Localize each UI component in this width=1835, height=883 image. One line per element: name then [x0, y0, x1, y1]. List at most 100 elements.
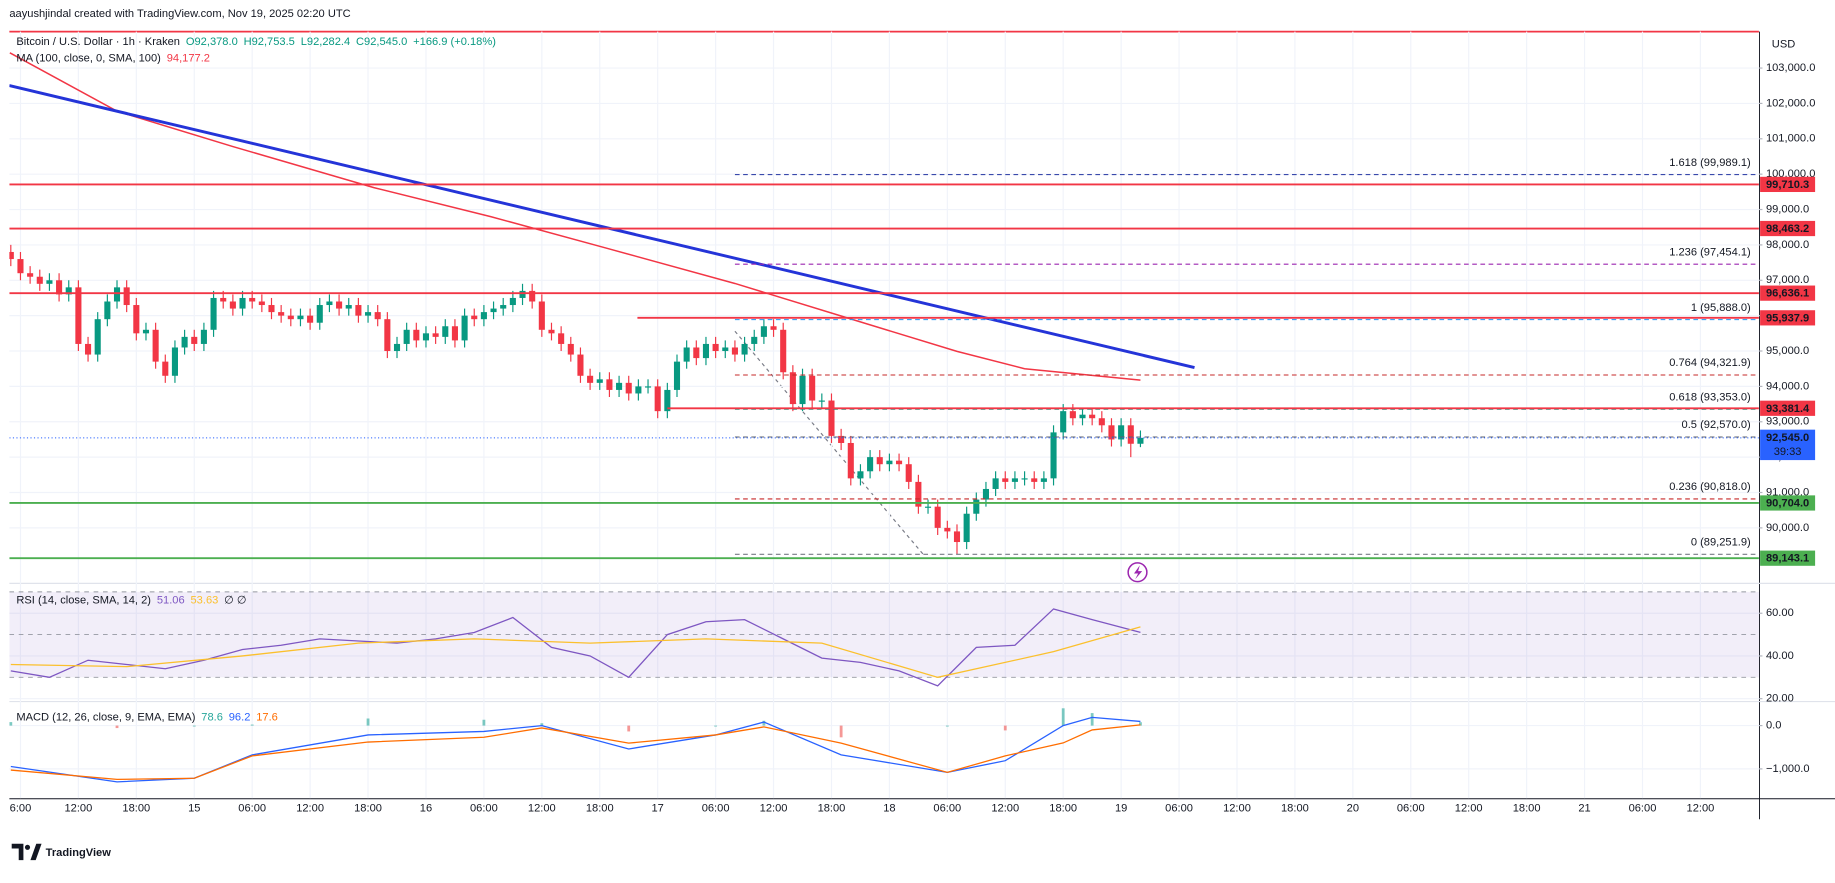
x-tick-label: 18:00 [1281, 803, 1309, 815]
candle-body [162, 361, 169, 376]
legend-item: 17.6 [256, 711, 278, 723]
candle-body [905, 464, 912, 482]
y-tick-label: 95,000.0 [1766, 345, 1809, 357]
candle-body [992, 478, 999, 489]
candle-body [654, 386, 661, 412]
candle-body [760, 326, 767, 337]
candle-body [982, 488, 990, 500]
candle-body [422, 333, 430, 341]
level-tag-label: 99,710.3 [1766, 179, 1809, 191]
y-tick-label: 0.0 [1766, 720, 1781, 732]
axis-labels: 90,000.091,000.092,000.093,000.094,000.0… [10, 38, 1816, 814]
candle-body [403, 329, 410, 344]
level-tag [1760, 285, 1816, 301]
candle-body [538, 301, 545, 330]
histogram-bar [1061, 708, 1065, 726]
y-tick-label: 99,000.0 [1766, 203, 1809, 215]
candle-body [316, 305, 323, 323]
candle-body [924, 506, 932, 508]
candle-body [683, 347, 690, 362]
x-tick-label: 06:00 [1629, 803, 1657, 815]
candle-body [9, 251, 14, 260]
legend-item: MACD (12, 26, close, 9, EMA, EMA) [16, 711, 195, 723]
x-tick-label: 18:00 [1513, 803, 1541, 815]
candle-body [944, 527, 951, 532]
x-tick-label: 12:00 [760, 803, 788, 815]
candle-body [789, 372, 796, 405]
candle-body [529, 290, 536, 302]
candle-body [471, 315, 478, 320]
ohlc-value: O92,378.0 [186, 36, 238, 48]
ohlc-value: C92,545.0 [356, 36, 407, 48]
candle-body [673, 361, 681, 390]
x-tick-label: 06:00 [470, 803, 498, 815]
x-tick-label: 20 [1347, 803, 1359, 815]
fib-label: 0 (89,251.9) [1691, 537, 1751, 549]
candle-body [500, 305, 507, 309]
fib-label: 0.764 (94,321.9) [1669, 357, 1751, 369]
candle-body [393, 343, 401, 352]
candle-body [606, 379, 613, 390]
legend-item: RSI (14, close, SMA, 14, 2) [16, 594, 151, 606]
candle-body [220, 297, 227, 302]
level-tag [1760, 310, 1816, 326]
candle-body [702, 343, 710, 359]
y-tick-label: 91,000.0 [1766, 486, 1809, 498]
candle-body [635, 386, 642, 394]
candle-body [210, 297, 217, 330]
candle-body [36, 276, 43, 284]
y-tick-label: 97,000.0 [1766, 274, 1809, 286]
y-tick-label: −1,000.0 [1766, 763, 1810, 775]
y-tick-label: 103,000.0 [1766, 62, 1815, 74]
candle-body [558, 333, 565, 344]
x-tick-label: 12:00 [528, 803, 556, 815]
candle-body [1050, 432, 1057, 479]
candle-body [336, 301, 343, 309]
candle-body [1137, 437, 1144, 444]
candle-body [1002, 478, 1009, 482]
candle-body [384, 319, 391, 352]
legend-item: Bitcoin / U.S. Dollar · 1h · Kraken [16, 36, 180, 48]
candle-body [1021, 478, 1028, 480]
y-tick-label: 20.00 [1766, 693, 1794, 705]
x-tick-label: 17 [652, 803, 664, 815]
x-tick-label: 12:00 [1455, 803, 1483, 815]
candle-body [46, 280, 53, 284]
level-tag [1760, 220, 1816, 237]
x-tick-label: 12:00 [296, 803, 324, 815]
candle-body [567, 343, 574, 355]
y-tick-label: 90,000.0 [1766, 522, 1809, 534]
histogram-bar [250, 724, 254, 726]
candle-body [75, 287, 82, 344]
candle-body [1031, 478, 1038, 482]
x-tick-label: 18:00 [354, 803, 382, 815]
y-tick-label: 101,000.0 [1766, 133, 1815, 145]
candle-body [577, 354, 584, 376]
candle-body [1040, 478, 1047, 482]
y-tick-label: 60.00 [1766, 607, 1794, 619]
histogram-bar [1139, 722, 1142, 726]
x-tick-label: 18 [883, 803, 895, 815]
candle-body [200, 329, 207, 344]
candle-body [722, 347, 729, 352]
legend-item: 78.6 [201, 711, 223, 723]
candle-body [490, 308, 497, 313]
candle-body [664, 389, 671, 412]
candle-body [287, 315, 294, 320]
candle-body [307, 315, 314, 323]
ohlc-value: +166.9 (+0.18%) [413, 36, 496, 48]
candle-body [953, 531, 961, 543]
candle-body [915, 481, 922, 507]
level-tag [1760, 550, 1816, 566]
series-line [10, 724, 1141, 781]
candle-body [113, 287, 121, 302]
candle-body [509, 297, 516, 306]
fib-label: 0.5 (92,570.0) [1682, 419, 1751, 431]
candle-body [480, 312, 487, 320]
candle-body [229, 301, 236, 309]
candle-body [1108, 425, 1115, 440]
histogram-bar [366, 718, 370, 726]
histogram-bar [762, 720, 766, 726]
candle-body [451, 326, 458, 341]
